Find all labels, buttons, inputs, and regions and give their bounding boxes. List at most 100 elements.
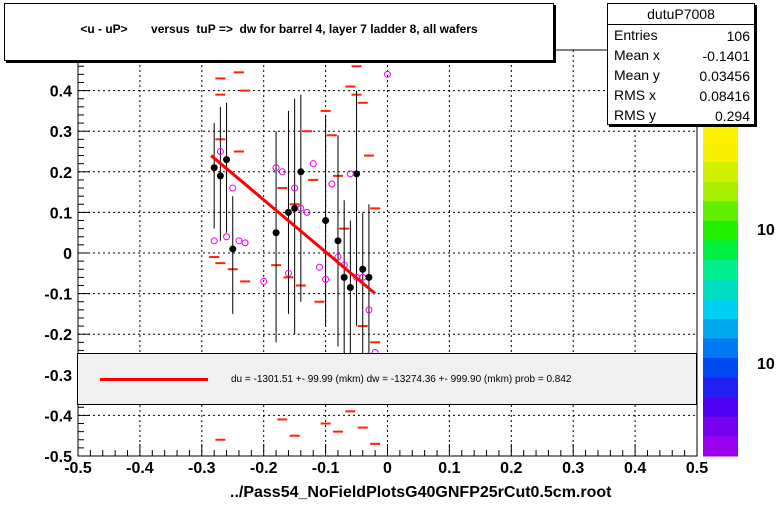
palette-swatch	[703, 240, 738, 261]
palette-label-upper: 10	[757, 222, 775, 239]
palette-swatch	[703, 142, 738, 163]
open-point	[235, 237, 243, 245]
open-point	[272, 164, 280, 172]
profile-point	[210, 164, 218, 172]
stats-value: 0.08416	[699, 88, 750, 104]
palette-swatch	[703, 181, 738, 202]
open-point	[309, 160, 317, 168]
open-point	[297, 204, 305, 212]
open-point	[260, 277, 268, 285]
fit-legend: du = -1301.51 +- 99.99 (mkm) dw = -13274…	[77, 353, 697, 405]
y-tick-label: -0.5	[44, 449, 72, 466]
open-point	[334, 253, 342, 261]
profile-point	[291, 204, 299, 212]
x-tick-label: 0.3	[562, 460, 584, 477]
palette-swatch	[703, 162, 738, 183]
y-tick-label: 0.3	[50, 124, 72, 141]
open-point	[278, 168, 286, 176]
stats-value: 0.294	[714, 108, 750, 124]
profile-point	[284, 208, 292, 216]
x-tick-label: 0.1	[438, 460, 460, 477]
y-tick-label: 0.1	[50, 205, 72, 222]
x-tick-label: 0	[383, 460, 392, 477]
open-point	[210, 237, 218, 245]
x-tick-label: -0.2	[250, 460, 278, 477]
stats-row-entries: Entries 106	[608, 25, 754, 45]
x-tick-label: -0.5	[64, 460, 92, 477]
y-tick-label: -0.4	[44, 408, 72, 425]
palette-swatch	[703, 123, 738, 144]
stats-label: RMS x	[614, 87, 656, 103]
profile-point	[365, 273, 373, 281]
palette-label-lower: 10	[757, 356, 775, 373]
stats-value: 0.03456	[699, 68, 750, 84]
stats-row-rms-x: RMS x 0.08416	[608, 85, 754, 105]
x-tick-label: 0.2	[500, 460, 522, 477]
y-tick-label: -0.2	[44, 327, 72, 344]
open-point	[303, 208, 311, 216]
profile-point	[229, 245, 237, 253]
open-point	[229, 184, 237, 192]
palette-swatch	[703, 436, 738, 457]
profile-point	[340, 273, 348, 281]
y-tick-label: -0.3	[44, 368, 72, 385]
palette-swatch	[703, 358, 738, 379]
profile-point	[359, 265, 367, 273]
y-tick-label: 0	[63, 246, 72, 263]
chart-title: <u - uP> versus tuP => dw for barrel 4, …	[80, 22, 478, 36]
open-point	[346, 170, 354, 178]
fit-legend-text: du = -1301.51 +- 99.99 (mkm) dw = -13274…	[231, 374, 572, 385]
palette-swatch	[703, 397, 738, 418]
palette-swatch	[703, 338, 738, 359]
open-point	[384, 70, 391, 78]
stats-name: dutuP7008	[608, 4, 754, 25]
fit-line	[210, 154, 377, 295]
x-tick-label: 0.5	[686, 460, 708, 477]
y-tick-label: 0.4	[50, 84, 72, 101]
palette-swatch	[703, 260, 738, 281]
profile-point	[322, 217, 330, 225]
open-point	[241, 239, 249, 247]
open-point	[328, 180, 336, 188]
palette-swatch	[703, 318, 738, 339]
open-point	[359, 273, 367, 281]
profile-point	[216, 172, 224, 180]
open-point	[365, 306, 373, 314]
profile-point	[223, 156, 231, 164]
profile-point	[346, 284, 354, 292]
palette-swatch	[703, 377, 738, 398]
stats-value: -0.1401	[702, 48, 750, 64]
stats-label: Entries	[614, 27, 658, 43]
x-tick-label: -0.3	[188, 460, 216, 477]
open-point	[216, 148, 224, 155]
stats-label: Mean y	[614, 67, 660, 83]
stats-label: RMS y	[614, 107, 656, 123]
title-box: <u - uP> versus tuP => dw for barrel 4, …	[4, 3, 554, 61]
footer-filename: ../Pass54_NoFieldPlotsG40GNFP25rCut0.5cm…	[230, 484, 612, 501]
y-tick-label: 0.2	[50, 165, 72, 182]
profile-point	[272, 229, 280, 237]
open-point	[284, 269, 292, 277]
palette-swatch	[703, 201, 738, 222]
open-point	[291, 184, 299, 192]
open-point	[223, 233, 231, 241]
stats-row-mean-y: Mean y 0.03456	[608, 65, 754, 85]
fit-legend-line	[100, 378, 208, 381]
y-tick-label: -0.1	[44, 287, 72, 304]
stats-row-rms-y: RMS y 0.294	[608, 105, 754, 125]
palette-swatch	[703, 279, 738, 300]
x-tick-label: -0.1	[312, 460, 340, 477]
stats-label: Mean x	[614, 47, 660, 63]
palette-swatch	[703, 220, 738, 242]
palette-swatch	[703, 299, 738, 320]
x-tick-label: -0.4	[126, 460, 154, 477]
stats-row-mean-x: Mean x -0.1401	[608, 45, 754, 65]
open-point	[322, 275, 330, 283]
profile-point	[334, 237, 342, 245]
x-tick-label: 0.4	[624, 460, 646, 477]
profile-point	[297, 168, 305, 176]
open-point	[315, 263, 323, 271]
stats-box: dutuP7008 Entries 106 Mean x -0.1401 Mea…	[607, 3, 755, 125]
profile-point	[353, 170, 361, 178]
palette-swatch	[703, 416, 738, 437]
